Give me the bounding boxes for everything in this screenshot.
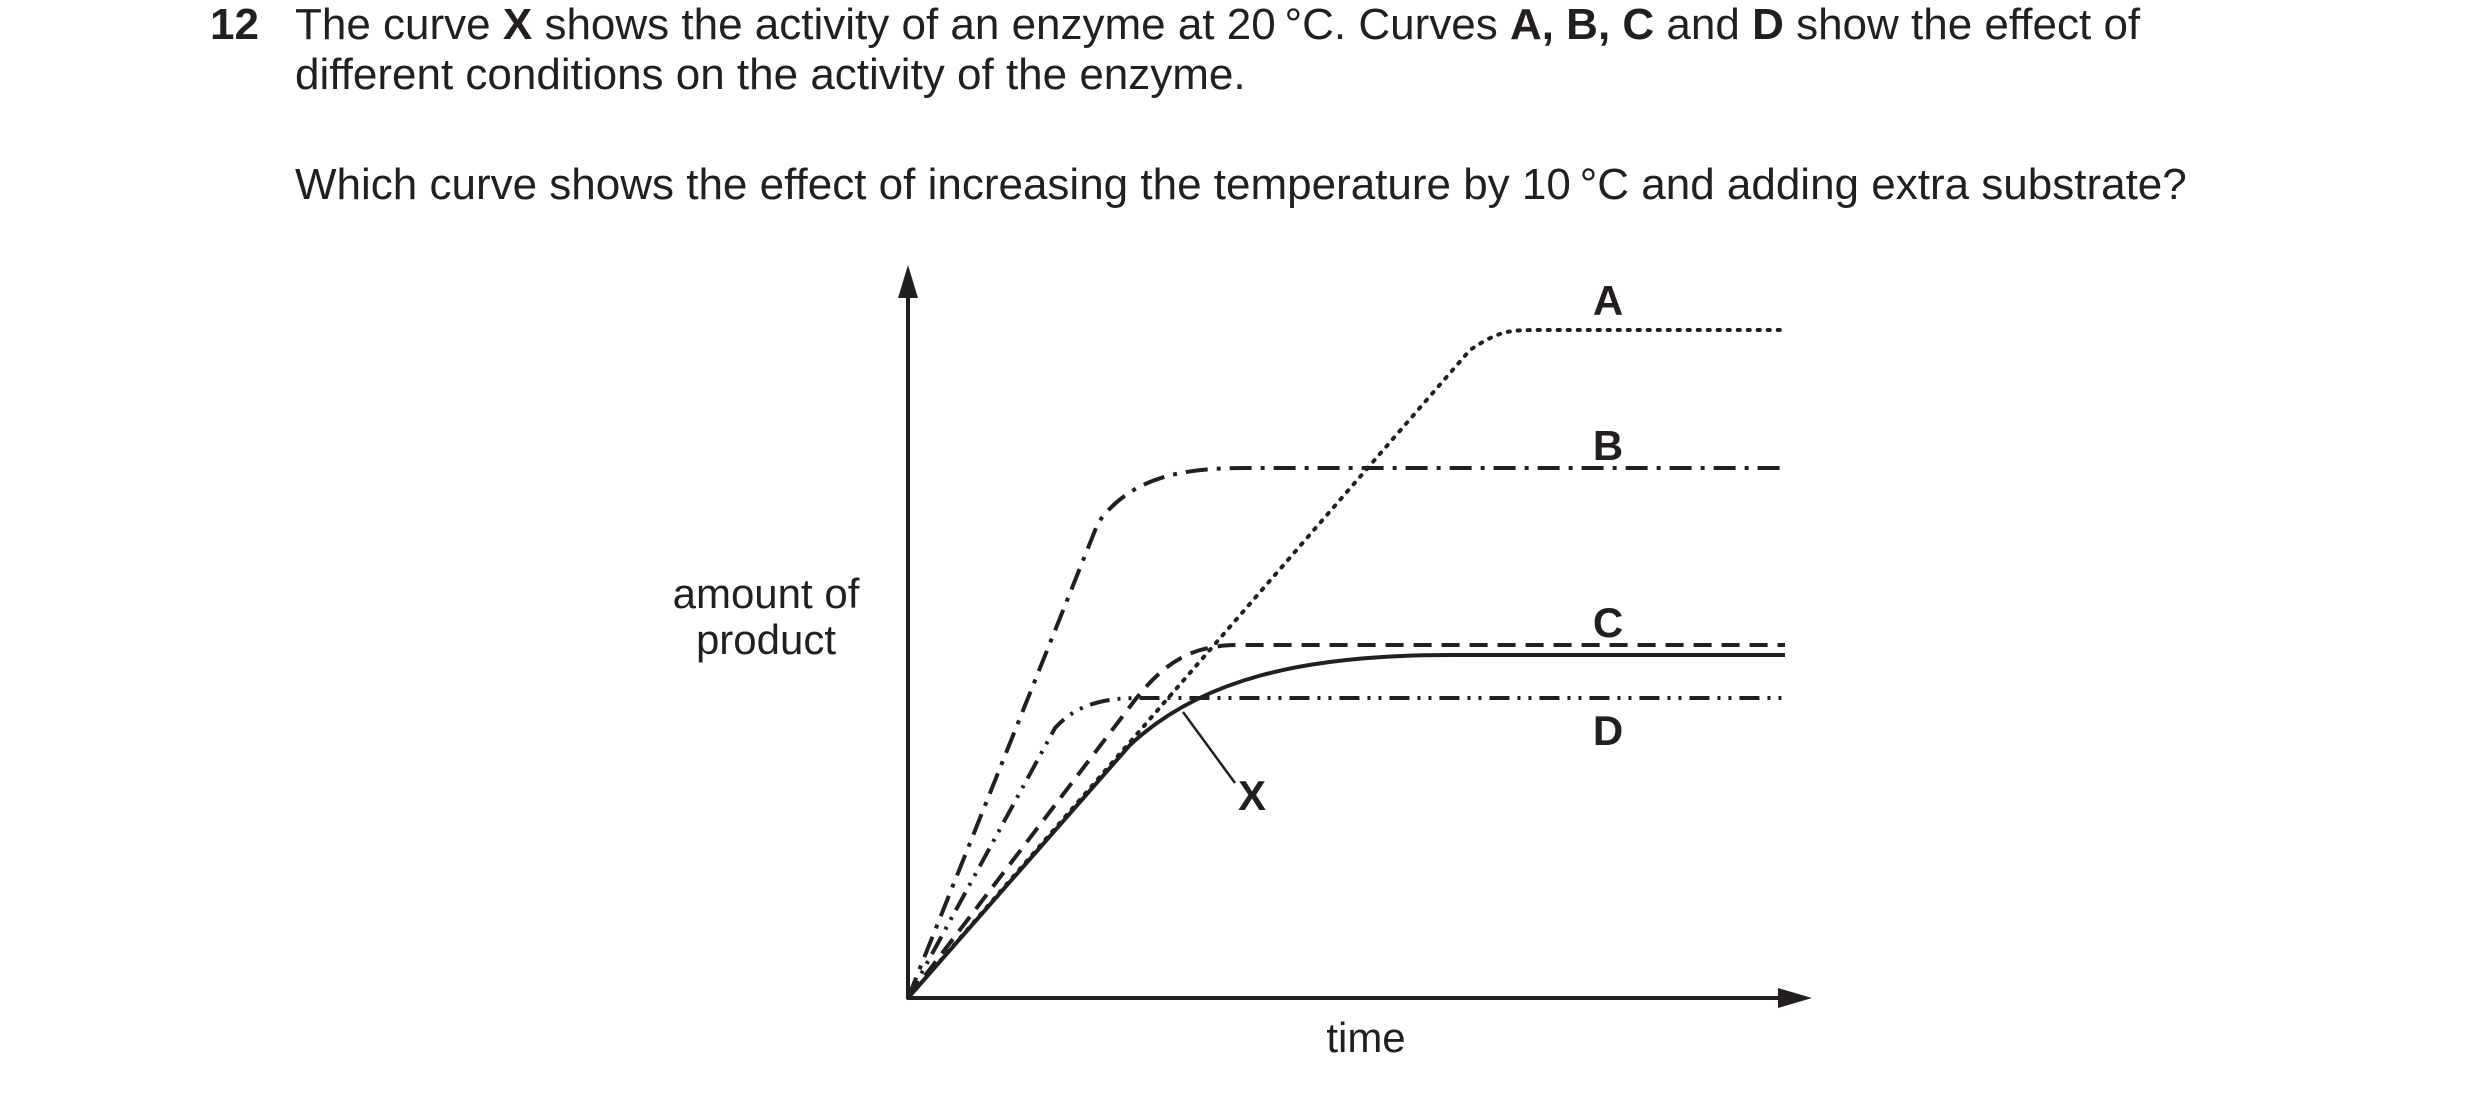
x-axis-label: time — [1326, 1014, 1405, 1061]
curve-label-a: A — [1593, 277, 1623, 324]
question-intro: The curve X shows the activity of an enz… — [295, 0, 2295, 100]
intro-seg-1: X — [502, 0, 533, 49]
intro-seg-6: show the effect of — [1783, 0, 2141, 49]
curve-label-x: X — [1238, 772, 1266, 819]
y-axis-label-line-2: product — [696, 616, 836, 663]
intro-seg-3: A, B, C — [1509, 0, 1655, 49]
curve-b — [906, 466, 1785, 999]
question-intro-line-2: different conditions on the activity of … — [295, 50, 1246, 99]
question-intro-line-1: The curve X shows the activity of an enz… — [295, 0, 2295, 50]
x-axis-arrowhead — [1778, 988, 1812, 1008]
question-prompt: Which curve shows the effect of increasi… — [295, 160, 2187, 209]
intro-seg-2: shows the activity of an enzyme at 20 °C… — [532, 0, 1510, 49]
curve-x-leader-line — [1181, 711, 1237, 784]
question-number: 12 — [210, 0, 259, 49]
curve-c — [906, 643, 1785, 1000]
intro-seg-4: and — [1654, 0, 1753, 49]
intro-seg-5: D — [1752, 0, 1784, 49]
curve-x — [906, 653, 1785, 1000]
curve-d — [906, 696, 1785, 999]
y-axis-arrowhead — [898, 265, 918, 298]
intro-seg-0: The curve — [295, 0, 503, 49]
curve-a — [906, 328, 1787, 1000]
y-axis-label-line-1: amount of — [673, 570, 860, 617]
curve-label-b: B — [1593, 422, 1623, 469]
curve-label-d: D — [1593, 707, 1623, 754]
curve-label-c: C — [1593, 599, 1623, 646]
